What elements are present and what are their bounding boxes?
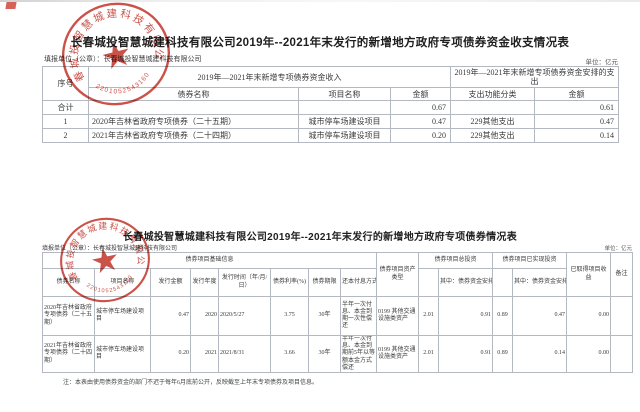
cell-project: 城市停车场建设项目 bbox=[298, 114, 391, 130]
cell-term: 30年 bbox=[308, 335, 341, 373]
cell-amount-out: 0.14 bbox=[534, 128, 620, 144]
table-row: 2021年吉林省政府专项债券（二十四期） 城市停车场建设项目 0.20 2021… bbox=[42, 335, 634, 373]
cell-term: 30年 bbox=[308, 296, 341, 336]
table-row: 1 2020年吉林省政府专项债券（二十五期） 城市停车场建设项目 0.47 22… bbox=[42, 114, 620, 130]
header-total-bond-arranged: 其中：债券资金安排 bbox=[438, 268, 494, 297]
table1-title: 长春城投智慧城建科技有限公司2019年--2021年末发行的新增地方政府专项债券… bbox=[70, 37, 570, 49]
cell-total-invest: 2.01 bbox=[418, 296, 440, 336]
cell-total-bond-arranged: 0.91 bbox=[438, 296, 494, 336]
cell-amount-in: 0.47 bbox=[389, 114, 452, 130]
header-total-blank bbox=[418, 268, 440, 297]
cell-issue-amount: 0.20 bbox=[150, 335, 191, 373]
header-income-group: 2019年—2021年末新增专项债券资金收入 bbox=[87, 65, 452, 89]
cell-repay: 半年一次付息、本金到期一次性偿还 bbox=[339, 296, 378, 336]
header-expense-class: 支出功能分类 bbox=[450, 87, 536, 102]
header-bond-rate: 债券利率(%) bbox=[270, 268, 309, 297]
header-project-name: 项目名称 bbox=[94, 268, 151, 297]
cell-class: 229其他支出 bbox=[450, 114, 536, 130]
cell-income-got: 0.00 bbox=[566, 335, 612, 373]
cell-income-got: 0.00 bbox=[566, 296, 612, 336]
table2-filler-unit: 填报单位（公章）：长春城投智慧城建科技有限公司 bbox=[42, 246, 178, 252]
cell-realized-bond-arranged: 0.14 bbox=[512, 335, 568, 373]
cell-total-bond-arranged: 0.91 bbox=[438, 335, 494, 373]
cell-realized-invest: 0.89 bbox=[492, 335, 514, 373]
cell-class bbox=[450, 100, 536, 116]
cell-amount-out: 0.47 bbox=[534, 114, 620, 130]
cell-rate: 3.75 bbox=[270, 296, 309, 336]
cell-issue-amount: 0.47 bbox=[150, 296, 191, 336]
cell-amount-out: 0.61 bbox=[534, 100, 620, 116]
cell-bond: 2020年吉林省政府专项债券（二十五期） bbox=[42, 296, 95, 336]
header-bond-name: 债券名称 bbox=[42, 268, 95, 297]
header-realized-invest-group: 债券项目已实现投资 bbox=[492, 252, 568, 269]
table1-unit-label: 单位：亿元 bbox=[585, 59, 619, 66]
footer-note: 注：本表由使用债券资金的部门不迟于每年6月底前公开，反映截至上年末专项债券及项目… bbox=[63, 380, 319, 386]
table-row: 2 2021年吉林省政府专项债券（二十四期） 城市停车场建设项目 0.20 22… bbox=[42, 128, 620, 144]
cell-bond: 2021年吉林省政府专项债券（二十四期） bbox=[42, 335, 95, 373]
cell-seq: 合计 bbox=[42, 100, 89, 116]
table-row-total: 合计 0.67 0.61 bbox=[42, 100, 620, 116]
cell-project: 城市停车场建设项目 bbox=[94, 335, 151, 373]
cell-bond: 2021年吉林省政府专项债券（二十四期） bbox=[88, 128, 299, 144]
header-income-got: 已取得项目收益 bbox=[566, 252, 612, 297]
cell-remark bbox=[610, 335, 634, 373]
header-amount-out: 金额 bbox=[534, 87, 620, 102]
header-seq: 序号 bbox=[42, 65, 89, 102]
header-issue-year: 发行年度 bbox=[190, 268, 219, 297]
header-amount-in: 金额 bbox=[389, 87, 452, 102]
header-expense-group: 2019年—2021年末新增专项债券资金安排的支出 bbox=[450, 65, 620, 89]
table1-filler-unit: 填报单位（公章）：长春城投智慧城建科技有限公司 bbox=[44, 55, 202, 63]
cell-amount-in: 0.20 bbox=[389, 128, 452, 144]
cell-project bbox=[298, 100, 391, 116]
cell-amount-in: 0.67 bbox=[389, 100, 452, 116]
cell-project: 城市停车场建设项目 bbox=[94, 296, 151, 336]
header-asset-type: 债券项目资产类型 bbox=[376, 252, 420, 297]
header-bond-name: 债券名称 bbox=[88, 87, 299, 102]
header-realized-bond-arranged: 其中：债券资金安排 bbox=[512, 268, 568, 297]
header-basic-group: 债券项目基础信息 bbox=[41, 252, 378, 269]
cell-issue-date: 2021/8/31 bbox=[218, 335, 271, 373]
cell-asset: 0199 其他交通设施类资产 bbox=[376, 335, 420, 373]
cell-total-invest: 2.01 bbox=[418, 335, 440, 373]
corner-red-mark bbox=[5, 2, 17, 9]
cell-realized-invest: 0.89 bbox=[492, 296, 514, 336]
table2-title: 长春城投智慧城建科技有限公司2019年--2021年末发行的新增地方政府专项债券… bbox=[122, 232, 518, 243]
cell-repay: 半年一次付息、本金到期前5年以等额本金方式偿还 bbox=[339, 335, 378, 373]
header-issue-amount: 发行金额 bbox=[150, 268, 191, 297]
header-issue-date: 发行时间（年/月/日） bbox=[218, 268, 271, 297]
cell-remark bbox=[610, 296, 634, 336]
cell-rate: 3.66 bbox=[270, 335, 309, 373]
revenue-expense-table: 序号 2019年—2021年末新增专项债券资金收入 2019年—2021年末新增… bbox=[42, 65, 620, 144]
scan-edge-artifact bbox=[0, 0, 640, 2]
cell-bond: 2020年吉林省政府专项债券（二十五期） bbox=[88, 114, 299, 130]
cell-asset: 0199 其他交通设施类资产 bbox=[376, 296, 420, 336]
header-remark: 备注 bbox=[610, 252, 634, 297]
cell-seq: 2 bbox=[42, 128, 89, 144]
cell-realized-bond-arranged: 0.47 bbox=[512, 296, 568, 336]
cell-issue-year: 2020 bbox=[190, 296, 219, 336]
bond-details-table: 债券项目基础信息 债券项目资产类型 债券项目总投资 债券项目已实现投资 已取得项… bbox=[41, 252, 634, 373]
cell-class: 229其他支出 bbox=[450, 128, 536, 144]
table-row: 2020年吉林省政府专项债券（二十五期） 城市停车场建设项目 0.47 2020… bbox=[42, 296, 634, 336]
header-project-name: 项目名称 bbox=[298, 87, 391, 102]
header-realized-blank bbox=[492, 268, 514, 297]
header-repay-method: 还本付息方式 bbox=[339, 268, 378, 297]
table2-unit-label: 单位：亿元 bbox=[604, 246, 632, 252]
cell-seq: 1 bbox=[42, 114, 89, 130]
cell-issue-date: 2020/5/27 bbox=[218, 296, 271, 336]
cell-bond bbox=[88, 100, 299, 116]
header-total-invest-group: 债券项目总投资 bbox=[418, 252, 494, 269]
header-bond-term: 债券期限 bbox=[308, 268, 341, 297]
cell-project: 城市停车场建设项目 bbox=[298, 128, 391, 144]
cell-issue-year: 2021 bbox=[190, 335, 219, 373]
